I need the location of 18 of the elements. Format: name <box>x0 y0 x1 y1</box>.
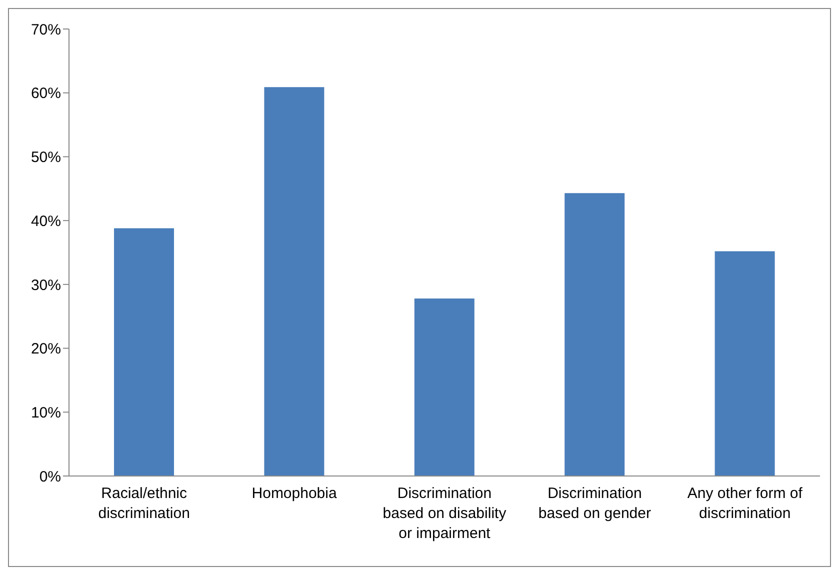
y-tick-label: 60% <box>30 85 61 102</box>
y-tick-label: 40% <box>30 212 61 230</box>
y-tick-label: 70% <box>30 21 61 38</box>
y-tick-label: 10% <box>30 404 61 422</box>
bar <box>114 228 174 476</box>
bar <box>414 298 474 476</box>
y-tick-label: 0% <box>39 468 61 486</box>
y-tick-label: 20% <box>30 340 61 358</box>
bar <box>564 193 625 476</box>
bar <box>714 251 775 476</box>
x-tick-label: Racial/ethnic discrimination <box>98 485 190 522</box>
y-tick-label: 30% <box>30 276 61 294</box>
bar <box>264 87 324 476</box>
x-tick-label: Discrimination based on disability or impairment <box>382 485 507 542</box>
x-tick-label: Discrimination based on gender <box>538 485 652 522</box>
y-tick-label: 50% <box>30 149 61 166</box>
x-tick-label: Any other form of discrimination <box>687 485 804 522</box>
x-tick-label: Homophobia <box>252 485 338 502</box>
